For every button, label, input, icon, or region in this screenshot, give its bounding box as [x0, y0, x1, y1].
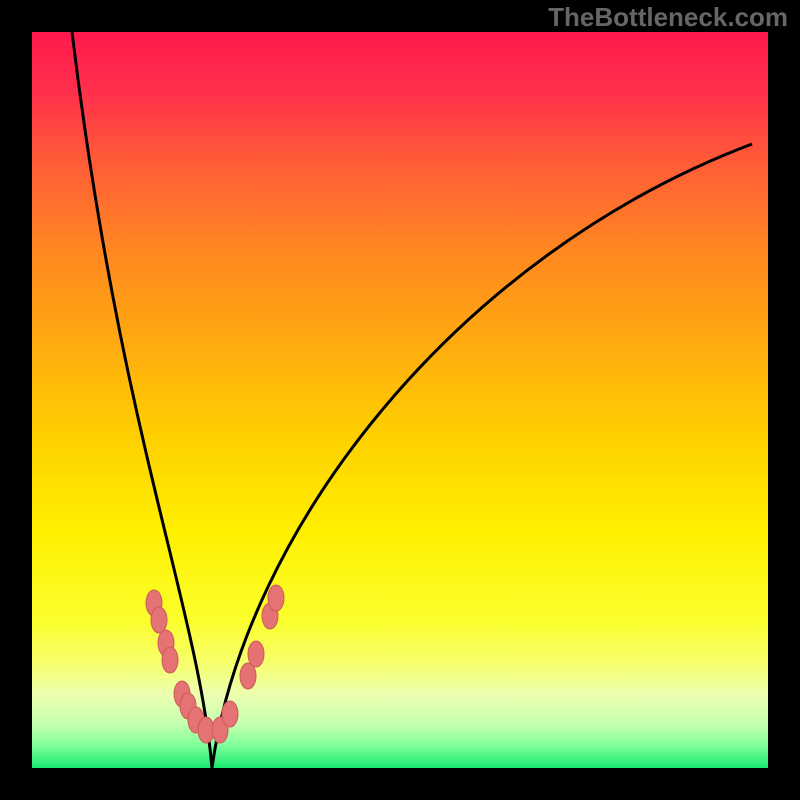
data-marker	[248, 641, 264, 667]
chart-canvas: TheBottleneck.com	[0, 0, 800, 800]
data-marker	[222, 701, 238, 727]
plot-background	[32, 32, 768, 768]
data-marker	[162, 647, 178, 673]
watermark-text: TheBottleneck.com	[548, 2, 788, 33]
chart-svg	[0, 0, 800, 800]
data-marker	[268, 585, 284, 611]
data-marker	[151, 607, 167, 633]
